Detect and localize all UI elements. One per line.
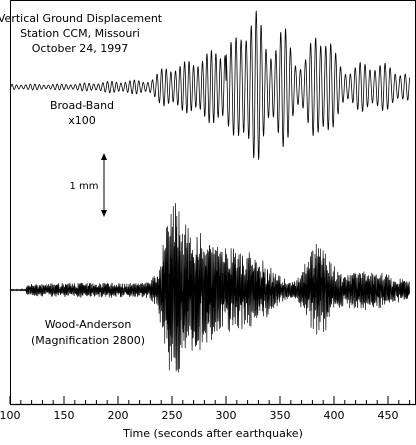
title-line-2: Station CCM, Missouri xyxy=(20,27,140,40)
scale-bar-label: 1 mm xyxy=(69,181,98,192)
title-line-1: Vertical Ground Displacement xyxy=(0,12,163,25)
x-tick-label: 400 xyxy=(324,409,345,422)
scale-bar-arrow-up-icon xyxy=(101,153,107,160)
broadband-label-line-1: Broad-Band xyxy=(50,99,114,112)
wood-anderson-label-line-2: (Magnification 2800) xyxy=(31,334,145,347)
title-block: Vertical Ground Displacement Station CCM… xyxy=(0,12,163,55)
x-axis: 100 150 200 250 300 350 400 450 xyxy=(0,396,411,422)
wood-anderson-label-line-1: Wood-Anderson xyxy=(45,318,132,331)
x-axis-title: Time (seconds after earthquake) xyxy=(122,427,303,440)
x-tick-label: 300 xyxy=(216,409,237,422)
series-wood-anderson-trace xyxy=(9,203,410,373)
x-tick-label: 450 xyxy=(378,409,399,422)
x-tick-label: 350 xyxy=(270,409,291,422)
x-tick-label: 200 xyxy=(108,409,129,422)
series-broadband-trace xyxy=(9,10,410,160)
scale-bar-arrow-down-icon xyxy=(101,210,107,217)
x-tick-label: 100 xyxy=(0,409,21,422)
x-tick-label: 150 xyxy=(54,409,75,422)
x-tick-label: 250 xyxy=(162,409,183,422)
broadband-label: Broad-Band x100 xyxy=(50,99,114,127)
title-line-3: October 24, 1997 xyxy=(32,42,129,55)
wood-anderson-label: Wood-Anderson (Magnification 2800) xyxy=(31,318,145,347)
scale-bar: 1 mm xyxy=(69,153,107,217)
broadband-label-line-2: x100 xyxy=(68,114,96,127)
